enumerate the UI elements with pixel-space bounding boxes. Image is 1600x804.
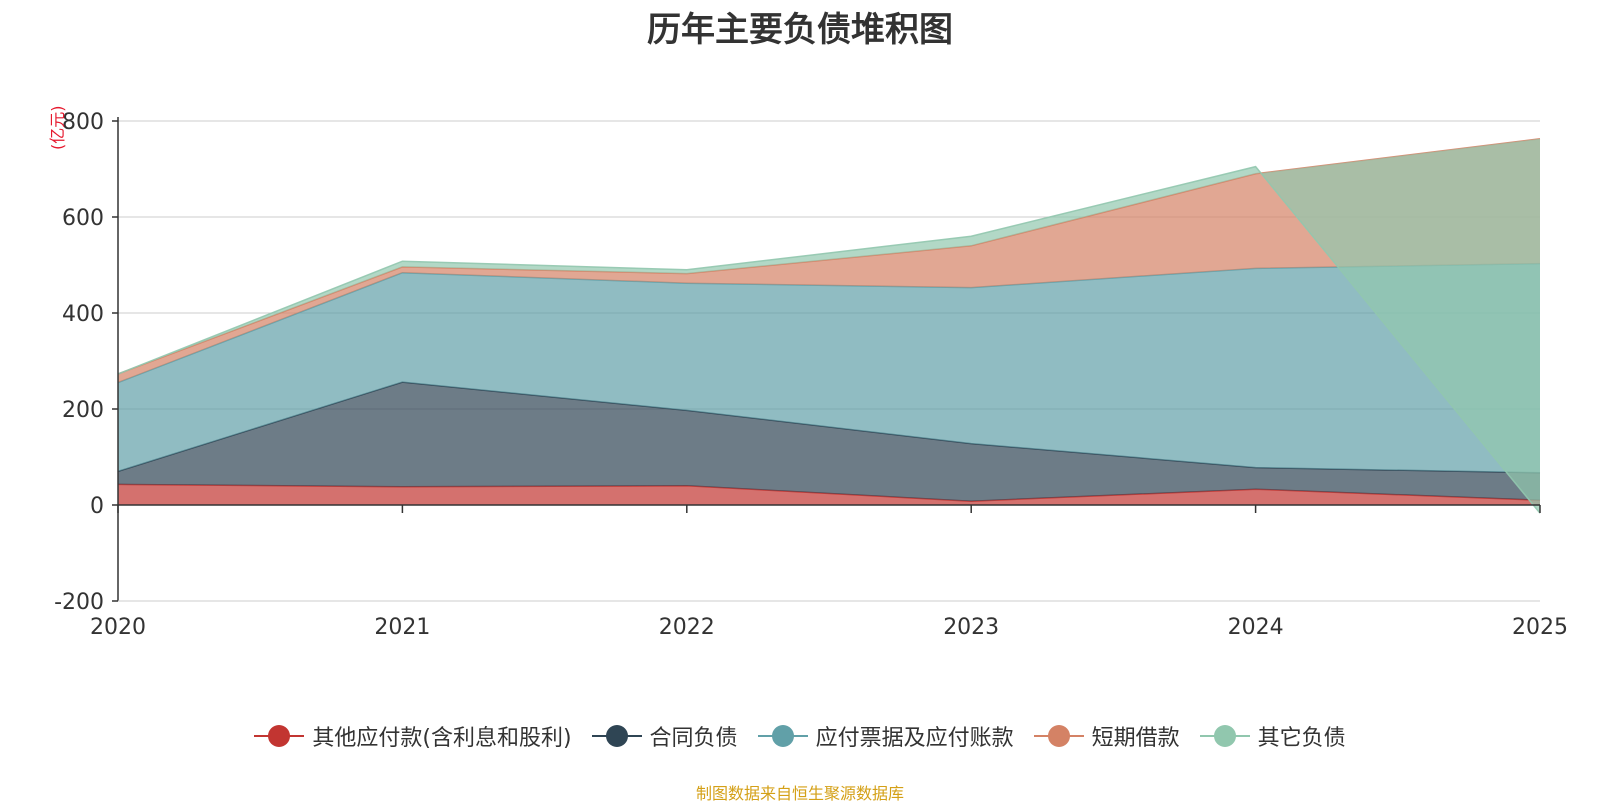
legend-marker-icon	[1199, 723, 1250, 749]
legend-label: 其他应付款(含利息和股利)	[312, 726, 572, 751]
x-tick-label: 2023	[943, 615, 999, 640]
x-tick-label: 2022	[659, 615, 715, 640]
y-tick-label: -200	[54, 590, 104, 615]
y-tick-label: 800	[62, 110, 104, 135]
line-series-4	[117, 165, 1541, 514]
x-tick-label: 2024	[1228, 615, 1284, 640]
legend-item-short-term-borrowings[interactable]: 短期借款	[1033, 720, 1180, 752]
legend-marker-icon	[254, 723, 305, 749]
area-series-0	[118, 484, 1540, 505]
legend-marker-icon	[757, 723, 808, 749]
y-tick-label: 400	[62, 302, 104, 327]
area-series-4	[118, 138, 1540, 514]
legend-marker-icon	[591, 723, 642, 749]
legend: 其他应付款(含利息和股利) 合同负债 应付票据及应付账款 短期借款 其它负债	[0, 720, 1600, 752]
area-series-3	[118, 138, 1540, 383]
y-tick-label: 200	[62, 398, 104, 423]
legend-marker-icon	[1033, 723, 1084, 749]
legend-item-other-payables[interactable]: 其他应付款(含利息和股利)	[254, 720, 572, 752]
x-tick-label: 2021	[374, 615, 430, 640]
line-series-3	[117, 138, 1541, 375]
y-tick-label: 600	[62, 206, 104, 231]
data-source-note: 制图数据来自恒生聚源数据库	[695, 784, 904, 803]
area-series-2	[118, 263, 1540, 473]
area-series-1	[118, 382, 1540, 502]
legend-item-contract-liabilities[interactable]: 合同负债	[591, 720, 738, 752]
legend-label: 合同负债	[649, 726, 738, 751]
legend-label: 其它负债	[1257, 726, 1346, 751]
x-tick-label: 2025	[1512, 615, 1568, 640]
x-tick-label: 2020	[90, 615, 146, 640]
legend-label: 应付票据及应付账款	[815, 726, 1014, 751]
area-layer	[117, 138, 1541, 514]
y-tick-label: 0	[90, 494, 104, 519]
legend-item-notes-accounts-payable[interactable]: 应付票据及应付账款	[757, 720, 1014, 752]
legend-item-other-liabilities[interactable]: 其它负债	[1199, 720, 1346, 752]
legend-label: 短期借款	[1091, 726, 1180, 751]
y-axis-unit-label: (亿元)	[48, 105, 67, 151]
chart-title: 历年主要负债堆积图	[647, 10, 953, 50]
